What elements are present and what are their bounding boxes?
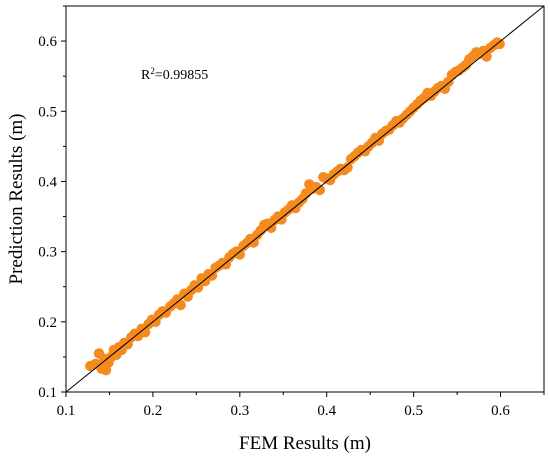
- r-squared-annotation: R2=0.99855: [141, 66, 208, 83]
- y-tick-label: 0.2: [38, 315, 57, 331]
- y-tick-label: 0.1: [38, 385, 57, 401]
- x-tick-label: 0.2: [144, 403, 163, 419]
- x-axis-title: FEM Results (m): [239, 433, 371, 454]
- r-squared-value: =0.99855: [155, 68, 208, 83]
- y-tick-label: 0.6: [38, 34, 57, 50]
- y-tick-label: 0.3: [38, 245, 57, 261]
- x-tick-label: 0.4: [317, 403, 336, 419]
- plot-frame: [65, 5, 545, 393]
- fit-line: [65, 5, 545, 393]
- data-point: [494, 38, 505, 50]
- r-squared-superscript: 2: [150, 66, 155, 76]
- y-axis-title: Prediction Results (m): [6, 114, 27, 285]
- y-tick-label: 0.5: [38, 104, 57, 120]
- x-tick-label: 0.6: [491, 403, 510, 419]
- x-tick-label: 0.5: [404, 403, 423, 419]
- x-tick-label: 0.1: [57, 403, 76, 419]
- data-point: [175, 299, 186, 311]
- x-tick-label: 0.3: [230, 403, 249, 419]
- y-tick-label: 0.4: [38, 174, 57, 190]
- data-point: [342, 162, 353, 173]
- r-squared-prefix: R: [141, 68, 151, 83]
- data-point: [192, 282, 204, 293]
- data-point: [314, 184, 325, 196]
- data-point: [234, 249, 245, 260]
- axis-ticks: 0.1 0.2 0.3 0.4 0.5 0.6 0.1 0.2 0.3 0.4 0.5 0.6: [38, 5, 545, 419]
- data-points: [85, 37, 505, 376]
